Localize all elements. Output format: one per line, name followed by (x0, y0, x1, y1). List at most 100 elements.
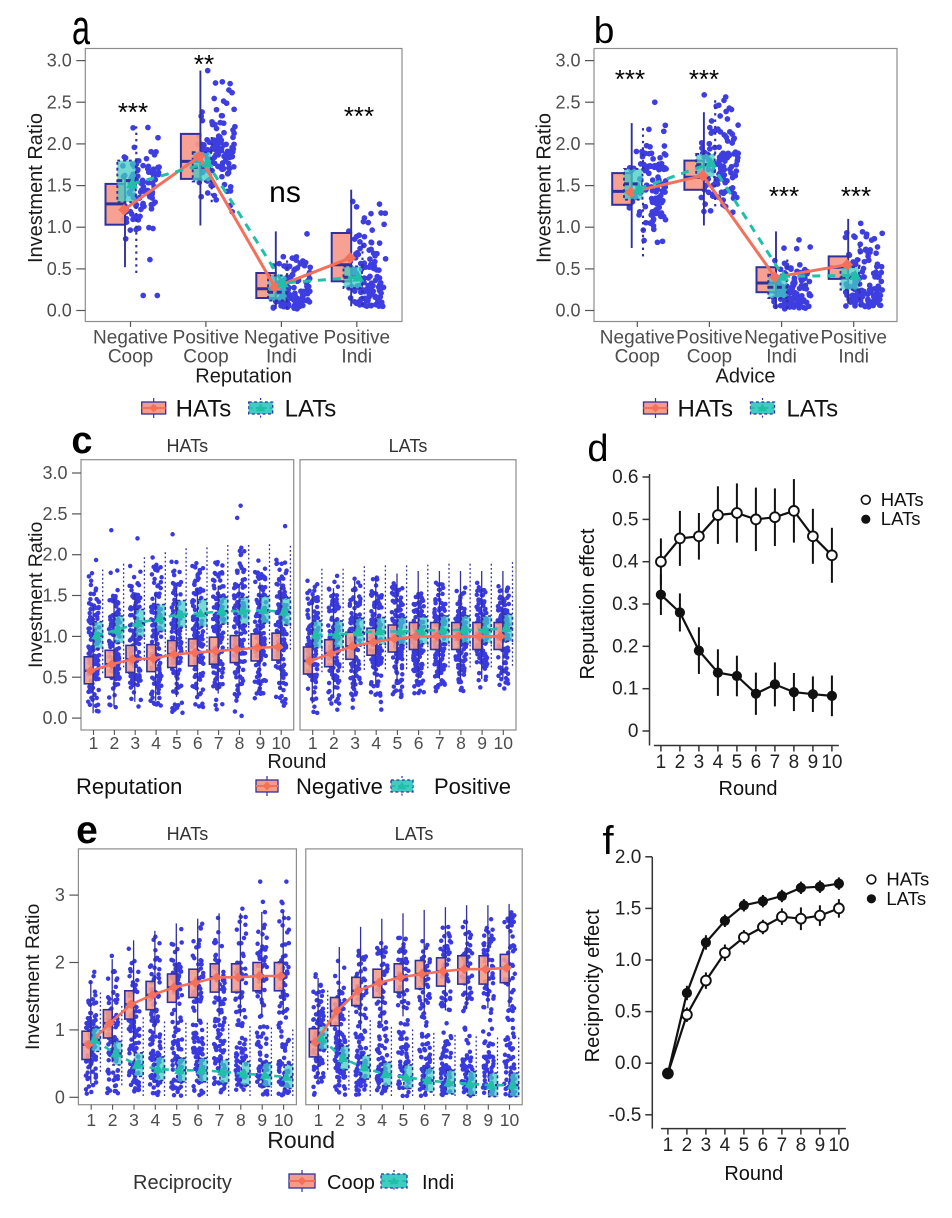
svg-text:10: 10 (500, 1110, 520, 1130)
svg-text:6: 6 (193, 1110, 203, 1130)
svg-text:Negative: Negative (600, 328, 675, 349)
svg-text:Indi: Indi (766, 347, 797, 368)
svg-text:Positive: Positive (173, 328, 240, 349)
svg-text:6: 6 (193, 733, 203, 753)
svg-text:Reputation: Reputation (76, 774, 182, 799)
svg-text:4: 4 (720, 1135, 731, 1156)
svg-text:1: 1 (55, 1020, 65, 1040)
svg-text:2.0: 2.0 (555, 134, 580, 154)
svg-text:1: 1 (314, 1110, 324, 1130)
svg-text:Positive: Positive (434, 774, 511, 799)
svg-text:0: 0 (55, 1087, 65, 1107)
svg-text:Positive: Positive (820, 328, 887, 349)
svg-text:ns: ns (269, 176, 301, 209)
svg-text:Indi: Indi (838, 347, 869, 368)
svg-text:3.0: 3.0 (42, 463, 67, 483)
svg-text:Reciprocity effect: Reciprocity effect (582, 909, 604, 1062)
svg-text:Negative: Negative (244, 328, 319, 349)
svg-text:4: 4 (150, 1110, 160, 1130)
svg-text:***: *** (615, 64, 645, 94)
svg-text:Round: Round (267, 1127, 335, 1153)
svg-text:Coop: Coop (108, 347, 153, 368)
svg-text:0.5: 0.5 (612, 509, 638, 530)
svg-text:10: 10 (271, 733, 291, 753)
svg-text:1.0: 1.0 (47, 217, 72, 237)
svg-text:3: 3 (55, 885, 65, 905)
svg-text:HATs: HATs (678, 396, 734, 423)
svg-text:Indi: Indi (341, 347, 372, 368)
svg-text:5: 5 (172, 1110, 182, 1130)
svg-text:LATs: LATs (395, 824, 434, 844)
svg-text:**: ** (194, 49, 214, 79)
svg-text:10: 10 (494, 733, 514, 753)
svg-text:LATs: LATs (886, 888, 926, 909)
svg-text:6: 6 (414, 733, 424, 753)
svg-text:LATs: LATs (881, 508, 921, 529)
svg-text:1: 1 (86, 1110, 96, 1130)
svg-text:10: 10 (274, 1110, 294, 1130)
svg-text:Coop: Coop (615, 347, 660, 368)
svg-text:1: 1 (663, 1135, 674, 1156)
svg-text:5: 5 (732, 752, 743, 773)
svg-text:f: f (602, 819, 614, 863)
svg-text:Reputation: Reputation (195, 366, 292, 388)
svg-text:2.0: 2.0 (42, 545, 67, 565)
svg-text:e: e (76, 809, 98, 852)
svg-text:0.4: 0.4 (612, 552, 639, 573)
svg-text:a: a (72, 1, 90, 55)
svg-text:7: 7 (435, 733, 445, 753)
svg-text:2.5: 2.5 (47, 92, 72, 112)
svg-text:8: 8 (235, 733, 245, 753)
svg-text:4: 4 (151, 733, 161, 753)
svg-text:Coop: Coop (327, 1172, 375, 1194)
svg-text:b: b (594, 10, 615, 51)
svg-text:***: *** (118, 97, 148, 127)
svg-text:4: 4 (713, 752, 724, 773)
svg-text:7: 7 (777, 1135, 788, 1156)
svg-text:3.0: 3.0 (47, 51, 72, 71)
svg-text:2.0: 2.0 (47, 134, 72, 154)
svg-text:LATs: LATs (285, 396, 337, 423)
svg-text:Advice: Advice (715, 366, 775, 388)
svg-text:4: 4 (377, 1110, 387, 1130)
svg-text:Investment Ratio: Investment Ratio (22, 903, 44, 1049)
svg-text:5: 5 (399, 1110, 409, 1130)
svg-text:HATs: HATs (886, 868, 929, 889)
svg-text:4: 4 (371, 733, 381, 753)
svg-text:Round: Round (724, 1163, 783, 1185)
svg-text:10: 10 (821, 752, 842, 773)
svg-text:8: 8 (796, 1135, 807, 1156)
svg-text:Indi: Indi (422, 1172, 454, 1194)
svg-text:8: 8 (456, 733, 466, 753)
svg-text:2: 2 (109, 733, 119, 753)
svg-text:***: *** (841, 181, 871, 211)
svg-text:Coop: Coop (183, 347, 228, 368)
svg-text:d: d (587, 428, 608, 470)
svg-text:8: 8 (462, 1110, 472, 1130)
svg-text:Investment Ratio: Investment Ratio (25, 522, 47, 668)
svg-text:2: 2 (55, 953, 65, 973)
svg-text:5: 5 (393, 733, 403, 753)
svg-text:2: 2 (335, 1110, 345, 1130)
svg-text:1.0: 1.0 (555, 217, 580, 237)
svg-text:0.0: 0.0 (615, 1053, 641, 1074)
svg-text:10: 10 (828, 1135, 849, 1156)
svg-text:0.0: 0.0 (42, 708, 67, 728)
svg-text:2: 2 (682, 1135, 693, 1156)
svg-text:Positive: Positive (323, 328, 390, 349)
svg-text:3.0: 3.0 (555, 51, 580, 71)
svg-text:3: 3 (701, 1135, 712, 1156)
svg-text:3: 3 (129, 1110, 139, 1130)
svg-text:5: 5 (172, 733, 182, 753)
svg-text:Investment Ratio: Investment Ratio (25, 113, 47, 263)
svg-text:9: 9 (255, 733, 265, 753)
svg-text:c: c (71, 420, 92, 462)
svg-text:1: 1 (656, 752, 667, 773)
svg-text:Indi: Indi (266, 347, 297, 368)
svg-text:1.0: 1.0 (615, 950, 641, 971)
svg-text:***: *** (769, 181, 799, 211)
svg-text:Coop: Coop (687, 347, 732, 368)
svg-text:7: 7 (214, 733, 224, 753)
svg-text:6: 6 (758, 1135, 769, 1156)
svg-text:2.5: 2.5 (42, 504, 67, 524)
